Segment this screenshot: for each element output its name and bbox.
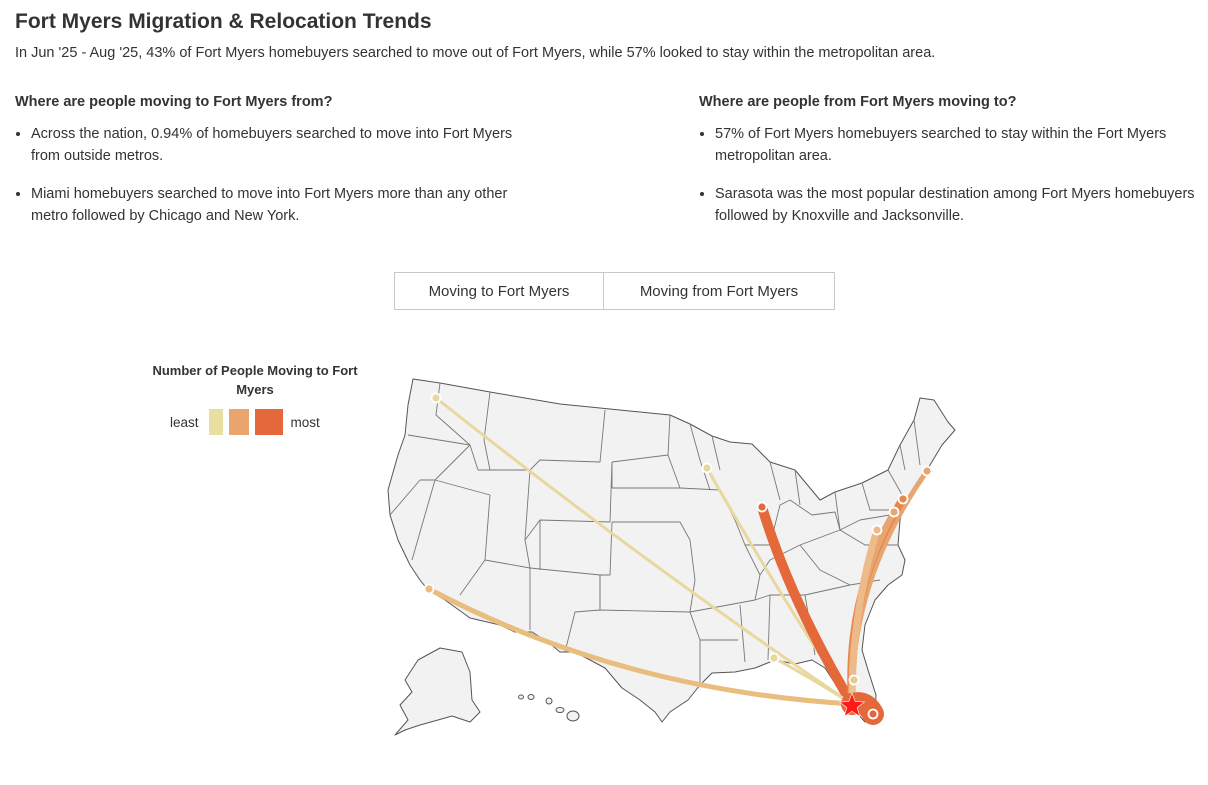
legend-swatch-least xyxy=(208,409,223,435)
outbound-bullet: 57% of Fort Myers homebuyers searched to… xyxy=(715,123,1199,167)
origin-marker[interactable] xyxy=(867,708,879,720)
legend-most-label: most xyxy=(290,414,320,430)
inbound-bullet: Miami homebuyers searched to move into F… xyxy=(31,183,515,227)
outbound-heading: Where are people from Fort Myers moving … xyxy=(699,94,1017,110)
inbound-heading: Where are people moving to Fort Myers fr… xyxy=(15,94,333,110)
inbound-bullets: Across the nation, 0.94% of homebuyers s… xyxy=(15,123,515,227)
flow-los-angeles xyxy=(426,586,855,707)
outbound-bullet: Sarasota was the most popular destinatio… xyxy=(715,183,1199,227)
flow-chicago xyxy=(757,502,857,709)
origin-marker[interactable] xyxy=(848,674,860,686)
destination-star-icon xyxy=(838,692,866,718)
origin-marker[interactable] xyxy=(897,493,909,505)
page-subtitle: In Jun '25 - Aug '25, 43% of Fort Myers … xyxy=(15,45,936,61)
flow-seattle xyxy=(434,396,854,706)
hawaii-islands xyxy=(518,694,580,722)
legend-least-label: least xyxy=(170,414,199,430)
outbound-bullets: 57% of Fort Myers homebuyers searched to… xyxy=(699,123,1199,227)
origin-marker[interactable] xyxy=(871,524,883,536)
page-title: Fort Myers Migration & Relocation Trends xyxy=(15,10,432,33)
origin-marker[interactable] xyxy=(423,583,435,595)
tab-moving-to[interactable]: Moving to Fort Myers xyxy=(394,272,604,310)
origin-marker[interactable] xyxy=(888,506,900,518)
state-borders xyxy=(389,382,921,685)
direction-tabs: Moving to Fort Myers Moving from Fort My… xyxy=(394,272,835,310)
legend-swatch-mid xyxy=(228,409,249,435)
origin-marker[interactable] xyxy=(921,465,933,477)
outbound-section: Where are people from Fort Myers moving … xyxy=(699,94,1199,243)
legend-scale: least most xyxy=(170,409,370,435)
alaska-outline xyxy=(394,647,481,736)
origin-markers xyxy=(423,392,933,720)
origin-marker[interactable] xyxy=(430,392,442,404)
origin-marker[interactable] xyxy=(756,501,768,513)
inbound-bullet: Across the nation, 0.94% of homebuyers s… xyxy=(31,123,515,167)
map-legend: Number of People Moving to Fort Myers le… xyxy=(140,361,370,435)
legend-swatch-most xyxy=(254,409,283,435)
migration-map xyxy=(387,378,956,736)
origin-marker[interactable] xyxy=(701,462,713,474)
tab-moving-from[interactable]: Moving from Fort Myers xyxy=(604,272,835,310)
inbound-section: Where are people moving to Fort Myers fr… xyxy=(15,94,515,243)
origin-marker[interactable] xyxy=(768,652,780,664)
legend-title: Number of People Moving to Fort Myers xyxy=(152,363,358,397)
